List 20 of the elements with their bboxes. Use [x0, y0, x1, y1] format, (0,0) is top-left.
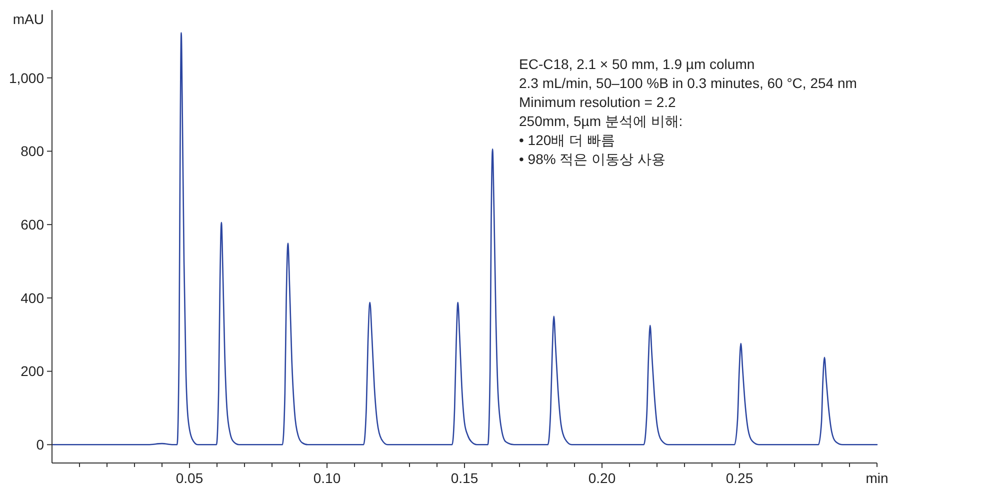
annotation: 2.3 mL/min, 50–100 %B in 0.3 minutes, 60 °C, 254 nm: [519, 75, 857, 91]
y-tick-label: 400: [20, 290, 44, 306]
y-tick-label: 1,000: [8, 70, 44, 86]
annotation: • 98% 적은 이동상 사용: [519, 151, 666, 167]
x-axis-title: min: [866, 470, 888, 486]
y-tick-label: 800: [20, 143, 44, 160]
x-tick-label: 0.10: [313, 470, 341, 486]
x-tick-label: 0.25: [726, 470, 754, 486]
annotation: 250mm, 5µm 분석에 비해:: [519, 113, 683, 129]
x-tick-label: 0.20: [588, 470, 616, 486]
annotation: • 120배 더 빠름: [519, 132, 615, 148]
y-tick-label: 0: [36, 436, 44, 453]
x-tick-label: 0.15: [450, 470, 478, 486]
annotation: EC-C18, 2.1 × 50 mm, 1.9 µm column: [519, 56, 755, 72]
y-tick-label: 200: [20, 363, 44, 380]
y-axis-title: mAU: [12, 11, 44, 27]
y-tick-label: 600: [20, 216, 44, 232]
line-series: [51, 32, 878, 446]
x-tick-label: 0.05: [176, 470, 204, 486]
annotation: Minimum resolution = 2.2: [519, 94, 676, 110]
